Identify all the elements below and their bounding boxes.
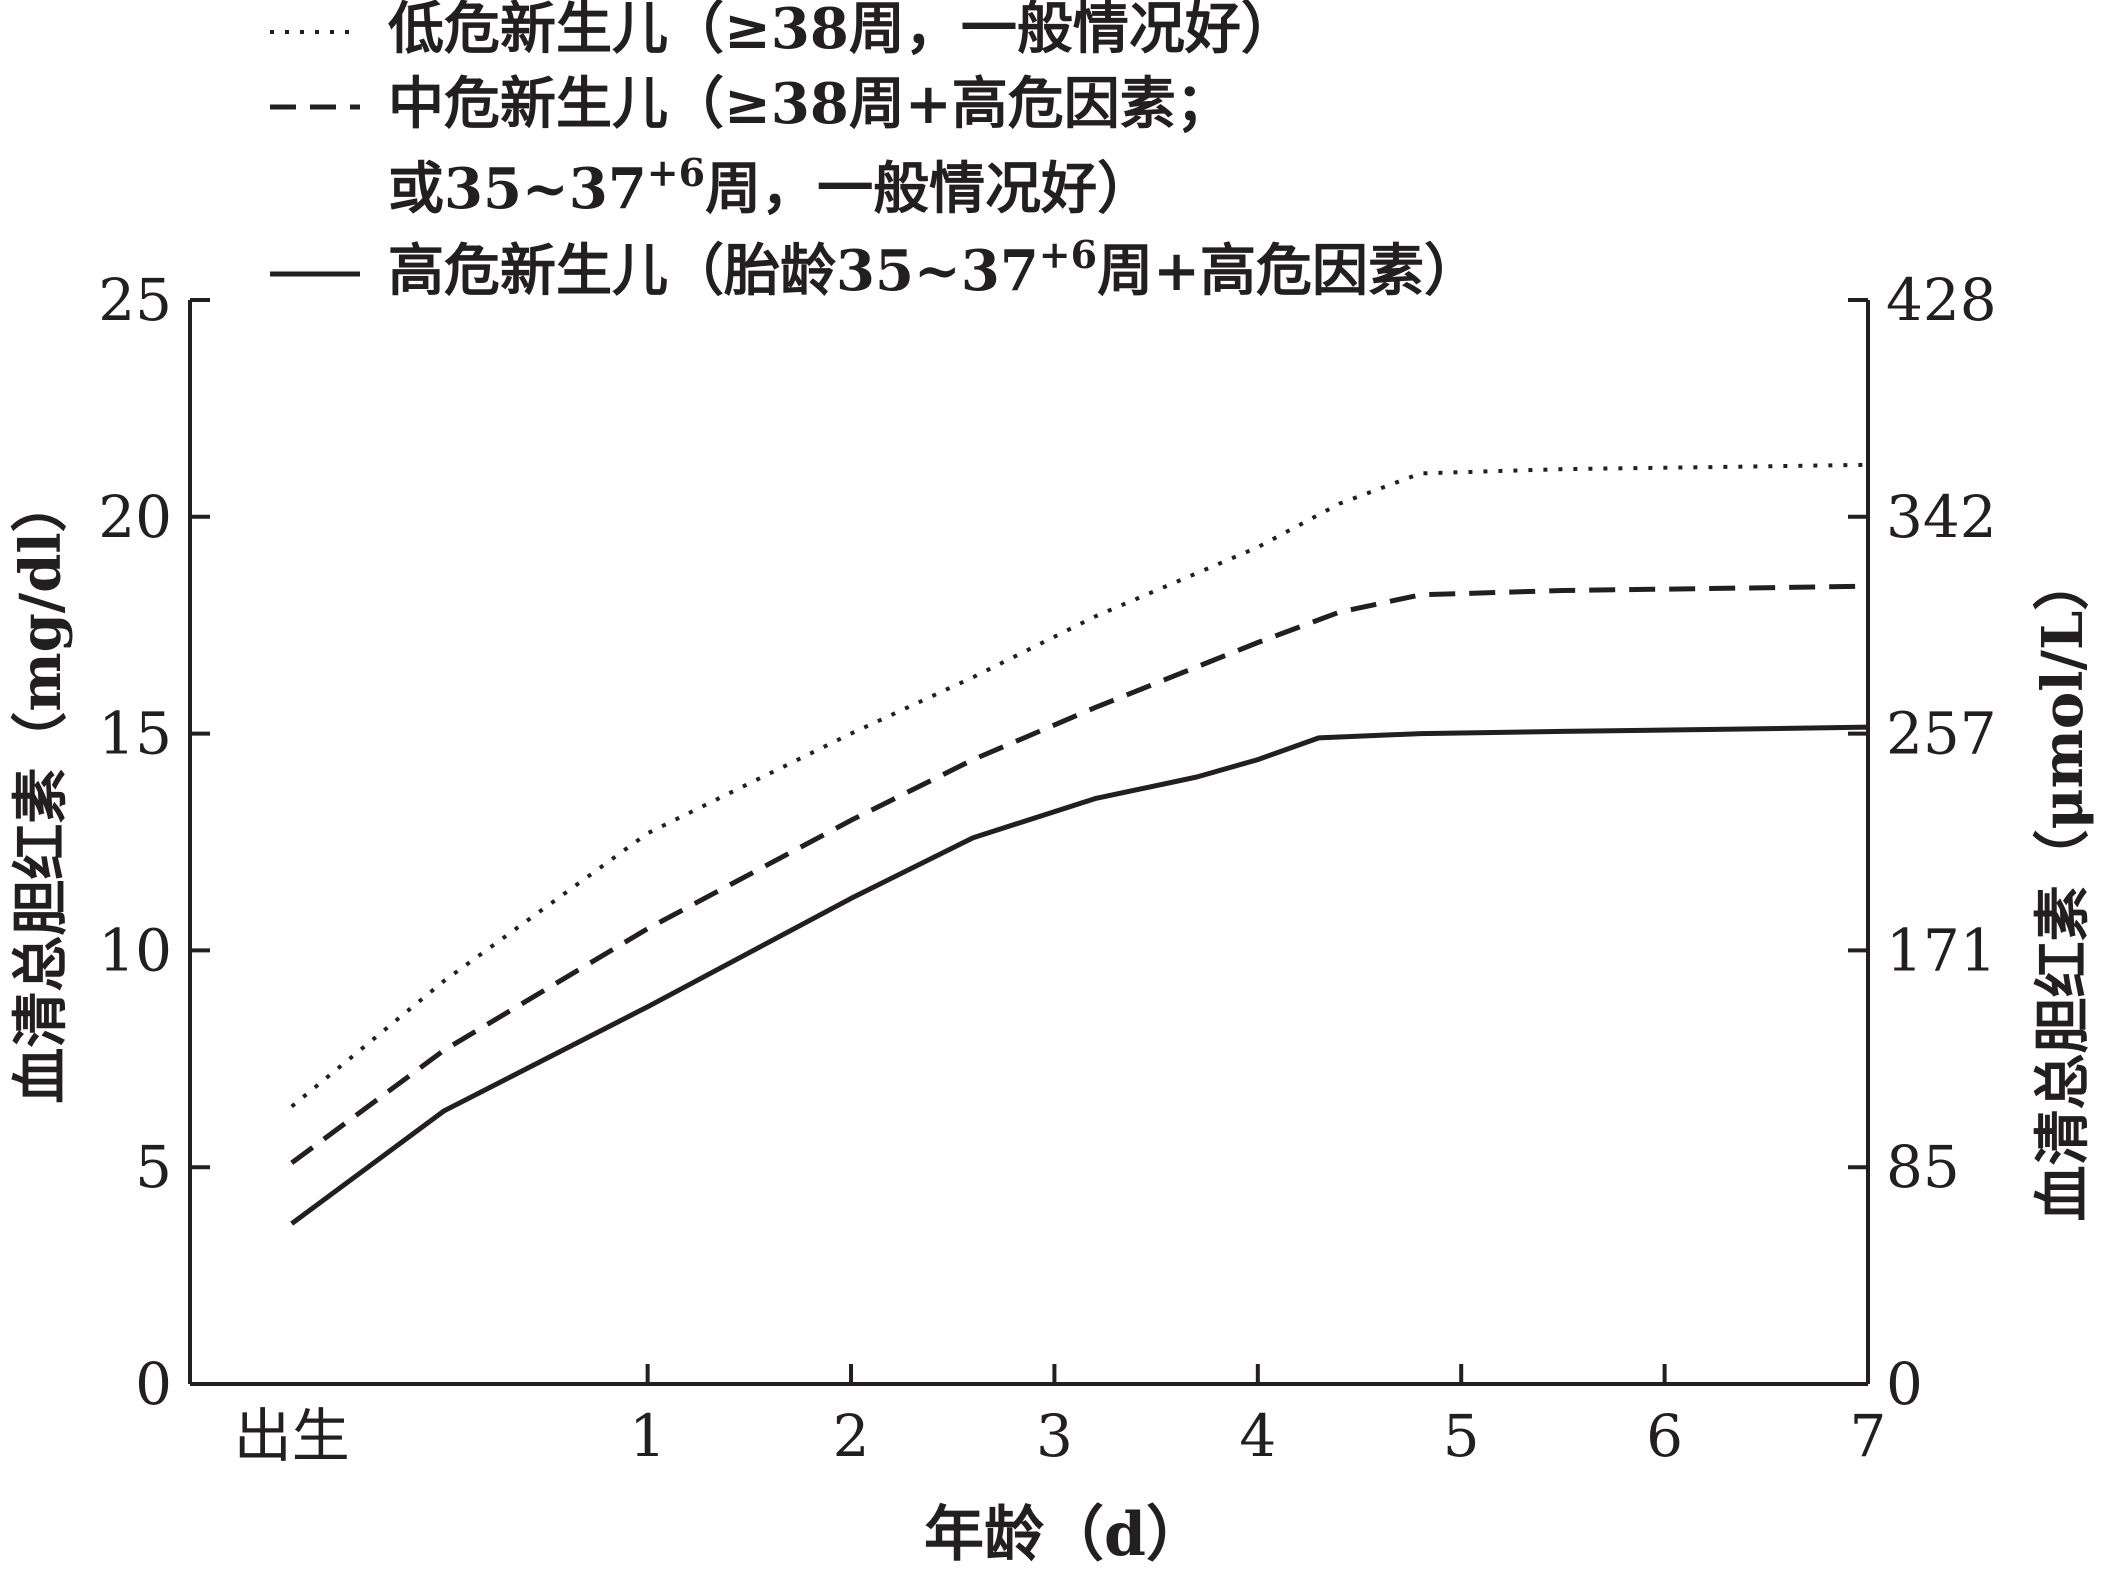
series-line-dashed xyxy=(290,583,1869,1165)
legend-label-low-risk: 低危新生儿（≥38周，一般情况好） xyxy=(388,0,1297,62)
series-layer xyxy=(290,462,1869,1226)
y-tick-label: 20 xyxy=(98,483,172,551)
legend-label-high-risk: 高危新生儿（胎龄35~37+6周+高危因素） xyxy=(388,232,1480,304)
y-right-tick-label: 342 xyxy=(1886,483,1997,551)
y-right-tick-label: 257 xyxy=(1886,700,1997,768)
y-tick-label: 15 xyxy=(98,700,172,768)
x-tick-label: 4 xyxy=(1239,1402,1276,1470)
y-tick-label: 25 xyxy=(98,266,172,334)
y-tick-label: 0 xyxy=(135,1350,172,1418)
x-tick-label: 出生 xyxy=(234,1402,350,1470)
y-right-tick-label: 85 xyxy=(1886,1133,1960,1201)
series-line-dotted xyxy=(290,462,1869,1109)
y-axis-right-title: 血清总胆红素（μmol/L） xyxy=(2030,555,2096,1222)
x-tick-label: 2 xyxy=(833,1402,870,1470)
y-tick-label: 5 xyxy=(135,1133,172,1201)
y-tick-label: 10 xyxy=(98,916,172,984)
axis-labels: 年龄（d） 血清总胆红素（mg/dl） 血清总胆红素（μmol/L） xyxy=(8,476,2096,1569)
axes-layer: 0 5 10 15 20 25 0 85 171 257 342 428 出生 1 2 3 4 5 6 7 xyxy=(98,266,1997,1470)
x-tick-label: 3 xyxy=(1036,1402,1073,1470)
legend-label-medium-risk: 中危新生儿（≥38周+高危因素； xyxy=(388,71,1232,137)
x-tick-label: 7 xyxy=(1850,1402,1887,1470)
series-line-solid xyxy=(290,724,1869,1226)
x-tick-label: 6 xyxy=(1646,1402,1683,1470)
x-axis-title: 年龄（d） xyxy=(924,1500,1206,1565)
legend-label-medium-risk-line2: 或35~37+6周，一般情况好） xyxy=(388,150,1153,222)
legend: 低危新生儿（≥38周，一般情况好） 中危新生儿（≥38周+高危因素； 或35~37+… xyxy=(270,0,1480,304)
y-right-tick-label: 0 xyxy=(1886,1350,1923,1418)
y-right-tick-label: 171 xyxy=(1886,916,1997,984)
x-tick-label: 1 xyxy=(629,1402,666,1470)
y-right-tick-label: 428 xyxy=(1886,266,1997,334)
y-axis-title: 血清总胆红素（mg/dl） xyxy=(8,476,74,1103)
x-tick-label: 5 xyxy=(1443,1402,1480,1470)
